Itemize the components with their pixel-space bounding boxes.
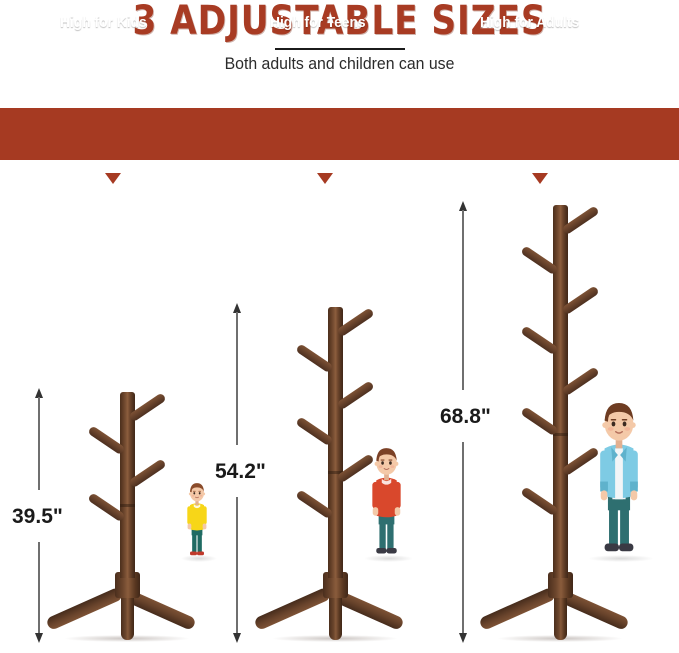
person-shadow-kid xyxy=(181,555,217,562)
rack-leg-center-teens xyxy=(328,588,342,640)
rack-leg-center-kids xyxy=(120,588,134,640)
dimension-label-teens: 54.2" xyxy=(215,460,266,483)
dimension-arrow-up-kids xyxy=(34,388,43,398)
header: 3 ADJUSTABLE SIZES Both adults and child… xyxy=(0,0,679,108)
rack-pole-seam-kids xyxy=(119,503,135,507)
down-triangle-icon-adults xyxy=(532,173,548,184)
dimension-arrow-down-kids xyxy=(34,633,43,643)
dimension-line-lower-kids xyxy=(38,542,40,634)
person-kid xyxy=(183,477,211,559)
page-title: 3 ADJUSTABLE SIZES xyxy=(132,0,547,44)
dimension-line-lower-teens xyxy=(236,497,238,634)
rack-pole-seam-teens xyxy=(327,471,343,475)
dimension-line-lower-adults xyxy=(462,442,464,634)
person-shadow-teen xyxy=(364,555,413,562)
dimension-arrow-down-adults xyxy=(458,633,467,643)
rack-pole-seam-adults xyxy=(552,432,568,436)
person-adult xyxy=(590,393,648,559)
rack-pole-kids xyxy=(119,392,135,578)
banner-label-teens: High for Teens xyxy=(270,14,366,31)
dimension-label-kids: 39.5" xyxy=(12,505,63,528)
dimension-adults xyxy=(458,201,467,643)
dimension-label-adults: 68.8" xyxy=(440,405,491,428)
person-shadow-adult xyxy=(588,555,654,562)
rack-pole-adults xyxy=(552,205,568,578)
dimension-line-upper-teens xyxy=(236,312,238,445)
banner-label-kids: High for Kids xyxy=(60,14,147,31)
dimension-line-upper-kids xyxy=(38,397,40,490)
dimension-line-upper-adults xyxy=(462,210,464,390)
person-teen xyxy=(366,441,407,559)
down-triangle-icon-kids xyxy=(105,173,121,184)
title-divider xyxy=(274,48,405,50)
dimension-arrow-down-teens xyxy=(232,633,241,643)
dimension-arrow-up-teens xyxy=(232,303,241,313)
page-subtitle: Both adults and children can use xyxy=(224,55,455,73)
dimension-teens xyxy=(232,303,241,643)
rack-leg-adults-0 xyxy=(477,586,557,631)
dimension-arrow-up-adults xyxy=(458,201,467,211)
rack-leg-center-adults xyxy=(553,588,567,640)
down-triangle-icon-teens xyxy=(317,173,333,184)
size-category-banner xyxy=(0,108,679,160)
banner-label-adults: High for Adults xyxy=(480,14,580,31)
dimension-kids xyxy=(34,388,43,643)
